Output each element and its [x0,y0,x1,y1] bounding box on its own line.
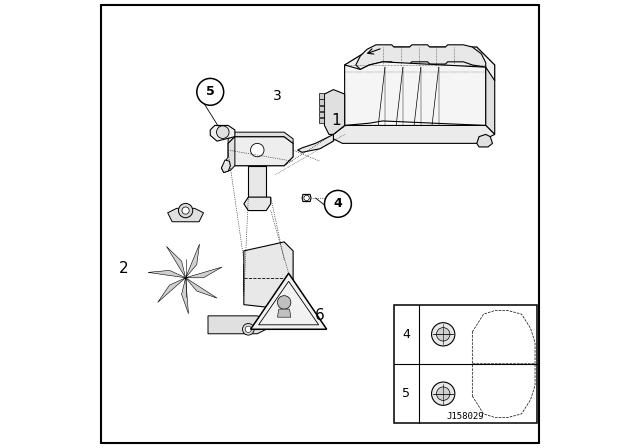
Polygon shape [302,194,311,202]
Text: 5: 5 [403,387,410,400]
Polygon shape [228,137,293,166]
Polygon shape [221,137,235,172]
Circle shape [304,195,309,201]
Text: J158029: J158029 [447,412,484,421]
Polygon shape [248,166,266,197]
Polygon shape [277,309,291,317]
Bar [394,305,538,423]
Polygon shape [344,47,495,81]
Circle shape [436,387,450,401]
Circle shape [216,126,229,138]
Text: 6: 6 [315,308,325,323]
Polygon shape [324,90,344,134]
Polygon shape [186,278,217,298]
Text: 1: 1 [331,113,340,129]
Polygon shape [148,271,186,278]
Circle shape [324,190,351,217]
Text: 4: 4 [403,328,410,341]
Polygon shape [166,246,186,278]
Text: 3: 3 [273,89,282,103]
Ellipse shape [127,222,244,334]
Ellipse shape [173,266,198,289]
Circle shape [197,78,224,105]
Text: 5: 5 [206,85,214,99]
Polygon shape [244,260,280,296]
Text: 4: 4 [333,197,342,211]
Circle shape [245,326,252,332]
Polygon shape [221,160,230,172]
Polygon shape [186,267,222,278]
Circle shape [182,207,189,214]
Circle shape [243,323,254,335]
Polygon shape [157,278,186,302]
Bar [319,93,324,99]
Bar [319,118,324,123]
Polygon shape [486,67,495,134]
Polygon shape [186,244,200,278]
Polygon shape [244,242,293,309]
Polygon shape [477,134,493,147]
Bar [319,112,324,117]
Polygon shape [208,316,266,334]
Polygon shape [250,273,326,329]
Polygon shape [298,134,333,152]
Circle shape [179,203,193,218]
Polygon shape [182,278,188,314]
Circle shape [431,323,455,346]
Polygon shape [244,197,271,211]
Bar [319,99,324,105]
Polygon shape [228,132,293,143]
Circle shape [250,143,264,157]
Circle shape [431,382,455,405]
Polygon shape [333,125,495,143]
Polygon shape [344,62,486,125]
Polygon shape [168,208,204,222]
Circle shape [277,296,291,309]
Circle shape [436,327,450,341]
Bar [319,105,324,111]
Polygon shape [210,125,235,141]
Polygon shape [356,45,486,69]
Text: 2: 2 [119,261,129,276]
